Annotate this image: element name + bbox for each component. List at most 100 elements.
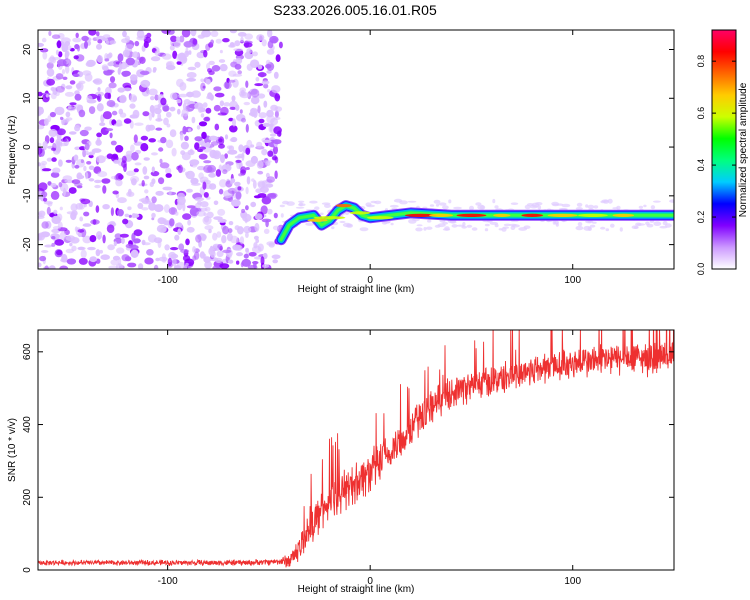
signal-hotspot <box>367 216 394 220</box>
noise-blob <box>39 48 49 53</box>
snr-y-ticks: 0 200 400 600 <box>22 343 674 573</box>
noise-blob <box>217 244 223 249</box>
noise-blob <box>208 60 215 66</box>
noise-blob <box>255 188 262 193</box>
noise-blob <box>176 53 186 62</box>
noise-blob <box>196 51 205 59</box>
noise-blob <box>88 178 95 182</box>
noise-blob <box>558 207 568 211</box>
noise-blob <box>179 82 187 91</box>
noise-blob <box>561 203 571 208</box>
noise-blob <box>274 93 281 102</box>
noise-blob <box>222 226 230 235</box>
colorbar-tick-label: 0.8 <box>696 55 706 68</box>
noise-blob <box>129 103 136 109</box>
noise-blob <box>451 224 458 228</box>
noise-blob <box>269 133 277 137</box>
noise-blob <box>106 224 115 233</box>
noise-blob <box>184 50 190 57</box>
noise-blob <box>170 35 178 42</box>
noise-blob <box>160 97 167 106</box>
noise-blob <box>84 126 92 131</box>
noise-blob <box>110 140 117 146</box>
noise-blob <box>140 79 151 88</box>
noise-blob <box>88 106 96 115</box>
noise-blob <box>38 182 48 191</box>
noise-blob <box>230 136 238 143</box>
noise-blob <box>83 211 90 217</box>
noise-blob <box>79 129 89 137</box>
noise-blob <box>113 159 120 164</box>
noise-blob <box>168 251 177 260</box>
noise-blob <box>99 249 103 254</box>
noise-blob <box>262 139 272 143</box>
noise-blob <box>146 249 154 256</box>
noise-blob <box>118 62 123 71</box>
noise-blob <box>96 103 104 112</box>
noise-blob <box>215 257 223 264</box>
noise-blob <box>266 70 272 74</box>
noise-blob <box>218 188 224 195</box>
noise-blob <box>124 44 134 49</box>
noise-blob <box>75 32 79 38</box>
noise-blob <box>142 111 150 117</box>
noise-blob <box>229 30 237 34</box>
noise-blob <box>274 110 279 118</box>
noise-blob <box>203 192 209 198</box>
noise-blob <box>158 177 165 185</box>
noise-blob <box>245 123 249 133</box>
noise-blob <box>186 72 197 79</box>
noise-blob <box>167 257 173 267</box>
noise-blob <box>610 223 615 228</box>
noise-blob <box>286 201 295 206</box>
noise-blob <box>182 125 187 135</box>
noise-blob <box>127 206 132 211</box>
noise-blob <box>435 203 440 207</box>
noise-blob <box>185 238 190 246</box>
noise-blob <box>169 106 176 112</box>
colorbar-ticks: 0.0 0.2 0.4 0.6 0.8 <box>696 55 736 275</box>
noise-blob <box>203 216 210 223</box>
noise-blob <box>82 223 92 227</box>
colorbar-label: Normalized spectral amplitude <box>738 82 749 217</box>
x-tick-label: 0 <box>367 275 373 286</box>
noise-blob <box>102 66 109 71</box>
noise-blob <box>250 88 260 98</box>
noise-blob <box>218 138 223 143</box>
noise-blob <box>82 70 92 76</box>
noise-blob <box>74 125 81 132</box>
noise-blob <box>229 125 238 133</box>
noise-blob <box>208 135 218 141</box>
noise-blob <box>268 194 277 200</box>
noise-blob <box>88 151 96 155</box>
noise-blob <box>165 64 176 71</box>
noise-blob <box>214 92 225 98</box>
noise-blob <box>228 259 234 264</box>
noise-blob <box>38 146 43 155</box>
noise-blob <box>144 189 149 194</box>
noise-blob <box>266 109 274 118</box>
spectrogram-y-label: Frequency (Hz) <box>7 116 18 185</box>
noise-blob <box>110 207 114 217</box>
noise-blob <box>141 180 145 187</box>
noise-blob <box>65 111 71 118</box>
noise-blob <box>260 205 268 215</box>
noise-blob <box>183 40 194 48</box>
noise-blob <box>652 200 661 203</box>
noise-blob <box>59 206 63 211</box>
noise-blob <box>127 262 137 268</box>
noise-blob <box>250 144 255 148</box>
noise-blob <box>96 55 103 63</box>
noise-blob <box>256 141 263 149</box>
noise-blob <box>94 184 101 189</box>
noise-blob <box>114 233 122 240</box>
noise-blob <box>576 202 583 207</box>
noise-blob <box>185 262 189 267</box>
noise-blob <box>494 223 499 228</box>
noise-blob <box>587 204 595 209</box>
noise-blob <box>117 53 124 62</box>
noise-blob <box>219 63 228 72</box>
noise-blob <box>184 135 189 141</box>
noise-blob <box>261 80 270 85</box>
noise-blob <box>67 105 72 110</box>
